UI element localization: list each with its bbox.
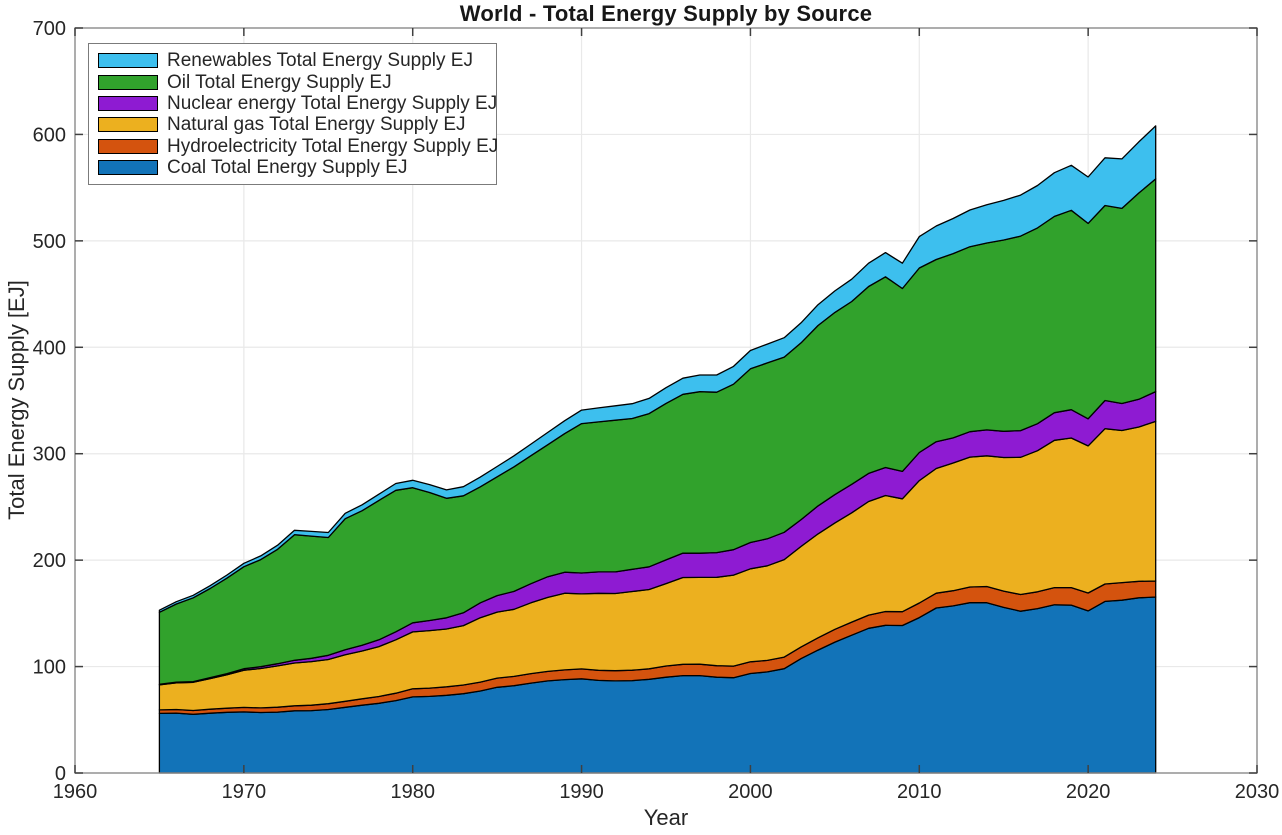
legend-item-nuclear: Nuclear energy Total Energy Supply EJ [98,93,497,114]
x-tick-label: 2020 [1066,781,1111,803]
legend-label: Hydroelectricity Total Energy Supply EJ [167,135,499,157]
x-tick-label: 2000 [728,781,773,803]
legend-label: Natural gas Total Energy Supply EJ [167,114,466,136]
x-axis-label: Year [643,805,689,830]
legend-item-natural-gas: Natural gas Total Energy Supply EJ [98,114,490,135]
x-tick-label: 1980 [390,781,435,803]
axes-box [74,27,1258,774]
legend-label: Renewables Total Energy Supply EJ [167,50,473,72]
x-tick-label: 1960 [53,781,98,803]
legend-item-oil: Oil Total Energy Supply EJ [98,71,490,93]
legend-swatch-hydroelectricity [98,138,158,154]
y-tick-label: 400 [33,337,66,359]
legend: Renewables Total Energy Supply EJ Oil Tot… [88,43,498,186]
legend-swatch-coal [98,160,158,176]
legend-item-coal: Coal Total Energy Supply EJ [98,157,490,178]
y-tick-label: 200 [33,550,66,572]
x-tick-label: 1970 [222,781,267,803]
legend-item-renewables: Renewables Total Energy Supply EJ [98,50,490,71]
x-tick-label: 2030 [1235,781,1280,803]
legend-label: Oil Total Energy Supply EJ [167,71,392,93]
y-tick-label: 0 [55,763,66,785]
legend-item-hydroelectricity: Hydroelectricity Total Energy Supply EJ [98,136,498,157]
legend-label: Nuclear energy Total Energy Supply EJ [167,92,498,114]
chart-title: World - Total Energy Supply by Source [459,1,873,26]
legend-swatch-nuclear [98,95,158,111]
legend-swatch-oil [98,74,158,90]
legend-swatch-natural-gas [98,117,158,133]
y-tick-label: 100 [33,657,66,679]
y-tick-label: 600 [33,124,66,146]
x-tick-label: 1990 [559,781,604,803]
area-renewables [158,125,1157,613]
y-tick-label: 300 [33,444,66,466]
legend-label: Coal Total Energy Supply EJ [167,157,408,179]
y-tick-label: 700 [33,18,66,40]
legend-swatch-renewables [98,53,158,69]
y-tick-label: 500 [33,231,66,253]
x-tick-label: 2010 [897,781,942,803]
